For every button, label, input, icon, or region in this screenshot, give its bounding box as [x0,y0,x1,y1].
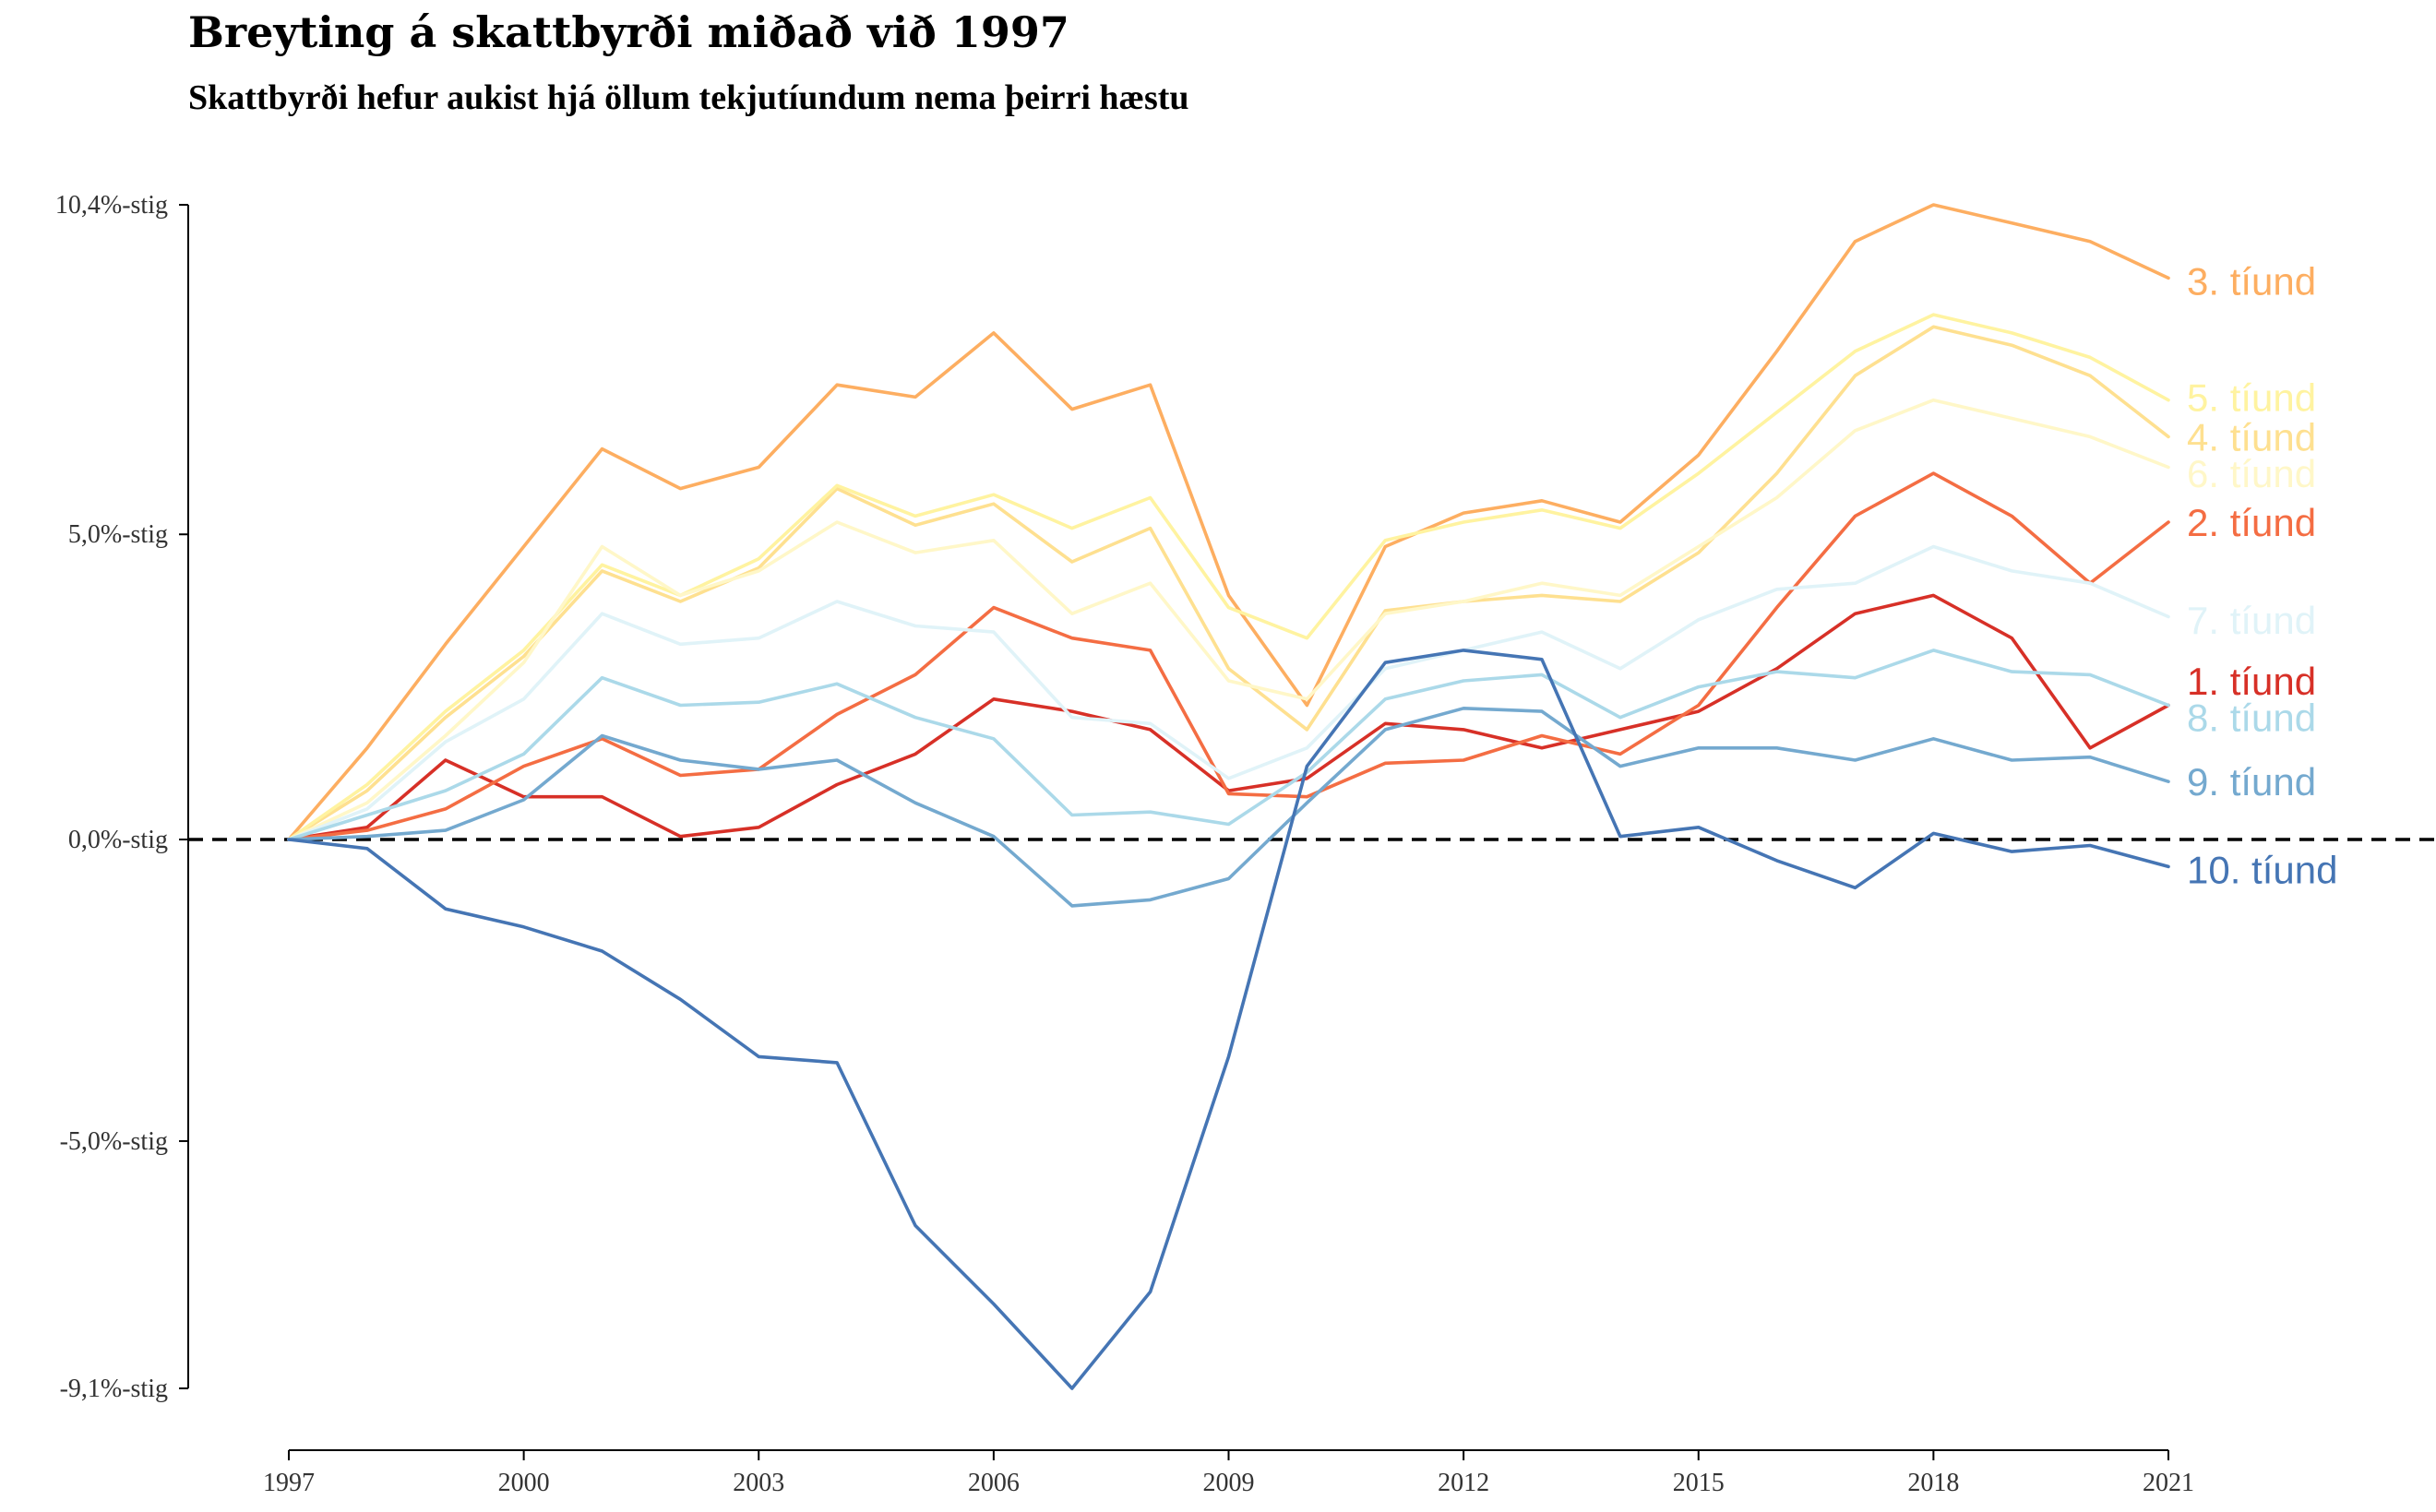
y-tick-label: -9,1%-stig [60,1375,168,1403]
x-tick-label: 2003 [733,1469,784,1497]
x-tick-label: 2009 [1203,1469,1255,1497]
series-line [287,593,2170,841]
x-tick-label: 2012 [1438,1469,1489,1497]
axes: -9,1%-stig -5,0%-stig 0,0%-stig 5,0%-stig 10… [55,191,2194,1497]
y-tick-label: -5,0%-stig [60,1127,168,1156]
series-lines [287,203,2170,1390]
series-line [287,313,2170,841]
series-label: 2. tíund [2187,501,2316,544]
series-label: 5. tíund [2187,375,2316,419]
x-tick-label: 2000 [498,1469,550,1497]
series-line [287,649,2170,841]
chart-subtitle: Skattbyrði hefur aukist hjá öllum tekjut… [188,78,1189,117]
x-tick-label: 2018 [1907,1469,1959,1497]
series-label: 6. tíund [2187,452,2316,495]
x-tick-label: 2021 [2143,1469,2194,1497]
y-tick-label: 0,0%-stig [68,826,168,854]
series-label: 10. tíund [2187,849,2337,892]
series-label: 4. tíund [2187,415,2316,458]
series-line [287,203,2170,841]
x-tick-label: 2006 [968,1469,1020,1497]
series-label: 1. tíund [2187,660,2316,703]
chart-title: Breyting á skattbyrði miðað við 1997 [188,7,1069,57]
series-label: 7. tíund [2187,599,2316,642]
series-line [287,398,2170,841]
y-tick-label: 5,0%-stig [68,520,168,549]
series-label: 9. tíund [2187,760,2316,804]
series-label: 3. tíund [2187,260,2316,304]
x-tick-label: 2015 [1673,1469,1725,1497]
series-line [287,325,2170,841]
series-line [287,649,2170,1390]
series-line [287,706,2170,908]
series-line [287,471,2170,841]
series-label: 8. tíund [2187,696,2316,740]
series-line [287,544,2170,841]
x-tick-label: 1997 [263,1469,315,1497]
y-tick-label: 10,4%-stig [55,191,168,220]
